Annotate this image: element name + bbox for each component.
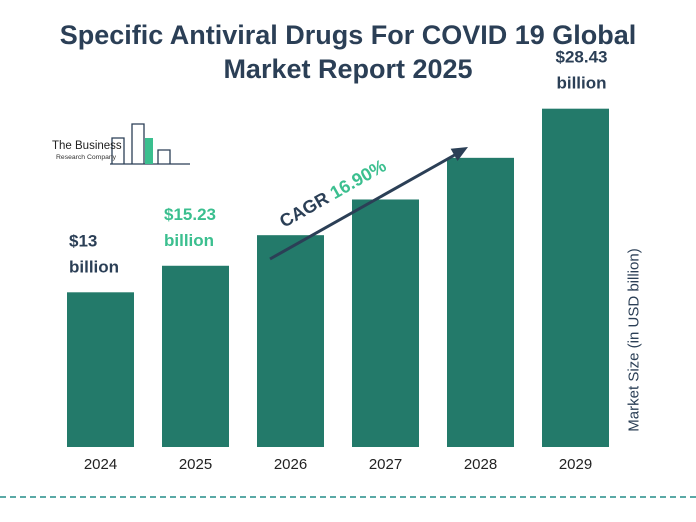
x-tick-label-2029: 2029 <box>559 456 592 473</box>
bar-2028 <box>447 157 514 447</box>
chart-title-line-1: Specific Antiviral Drugs For COVID 19 Gl… <box>59 20 637 50</box>
bar-2029 <box>542 108 609 448</box>
y-axis-label: Market Size (in USD billion) <box>625 248 643 432</box>
cagr-label: CAGR <box>276 186 336 232</box>
company-logo: The Business Research Company <box>52 120 192 166</box>
x-tick-label-2028: 2028 <box>464 456 497 473</box>
x-tick-label-2027: 2027 <box>369 456 402 473</box>
data-label-unit-2025: billion <box>164 231 214 250</box>
logo-building-icon <box>110 123 190 165</box>
cagr-arrow-head <box>450 147 468 161</box>
x-tick-label-2024: 2024 <box>84 456 117 473</box>
logo-text-line-2: Research Company <box>56 154 117 161</box>
chart-title-line-2: Market Report 2025 <box>223 54 473 84</box>
data-label-unit-2029: billion <box>556 74 606 93</box>
data-label-value-2029: $28.43 <box>556 48 608 67</box>
data-label-value-2025: $15.23 <box>164 205 216 224</box>
data-label-value-2024: $13 <box>69 231 97 250</box>
logo-text-line-1: The Business <box>52 140 122 152</box>
cagr-arrow-line <box>269 150 461 261</box>
x-tick-label-2025: 2025 <box>179 456 212 473</box>
data-label-unit-2024: billion <box>69 257 119 276</box>
bar-2027 <box>352 199 419 447</box>
x-tick-label-2026: 2026 <box>274 456 307 473</box>
bar-2024 <box>67 292 134 447</box>
bar-2025 <box>162 265 229 447</box>
bottom-divider <box>0 496 696 498</box>
chart-title: Specific Antiviral Drugs For COVID 19 Gl… <box>0 18 696 86</box>
bar-2026 <box>257 235 324 447</box>
